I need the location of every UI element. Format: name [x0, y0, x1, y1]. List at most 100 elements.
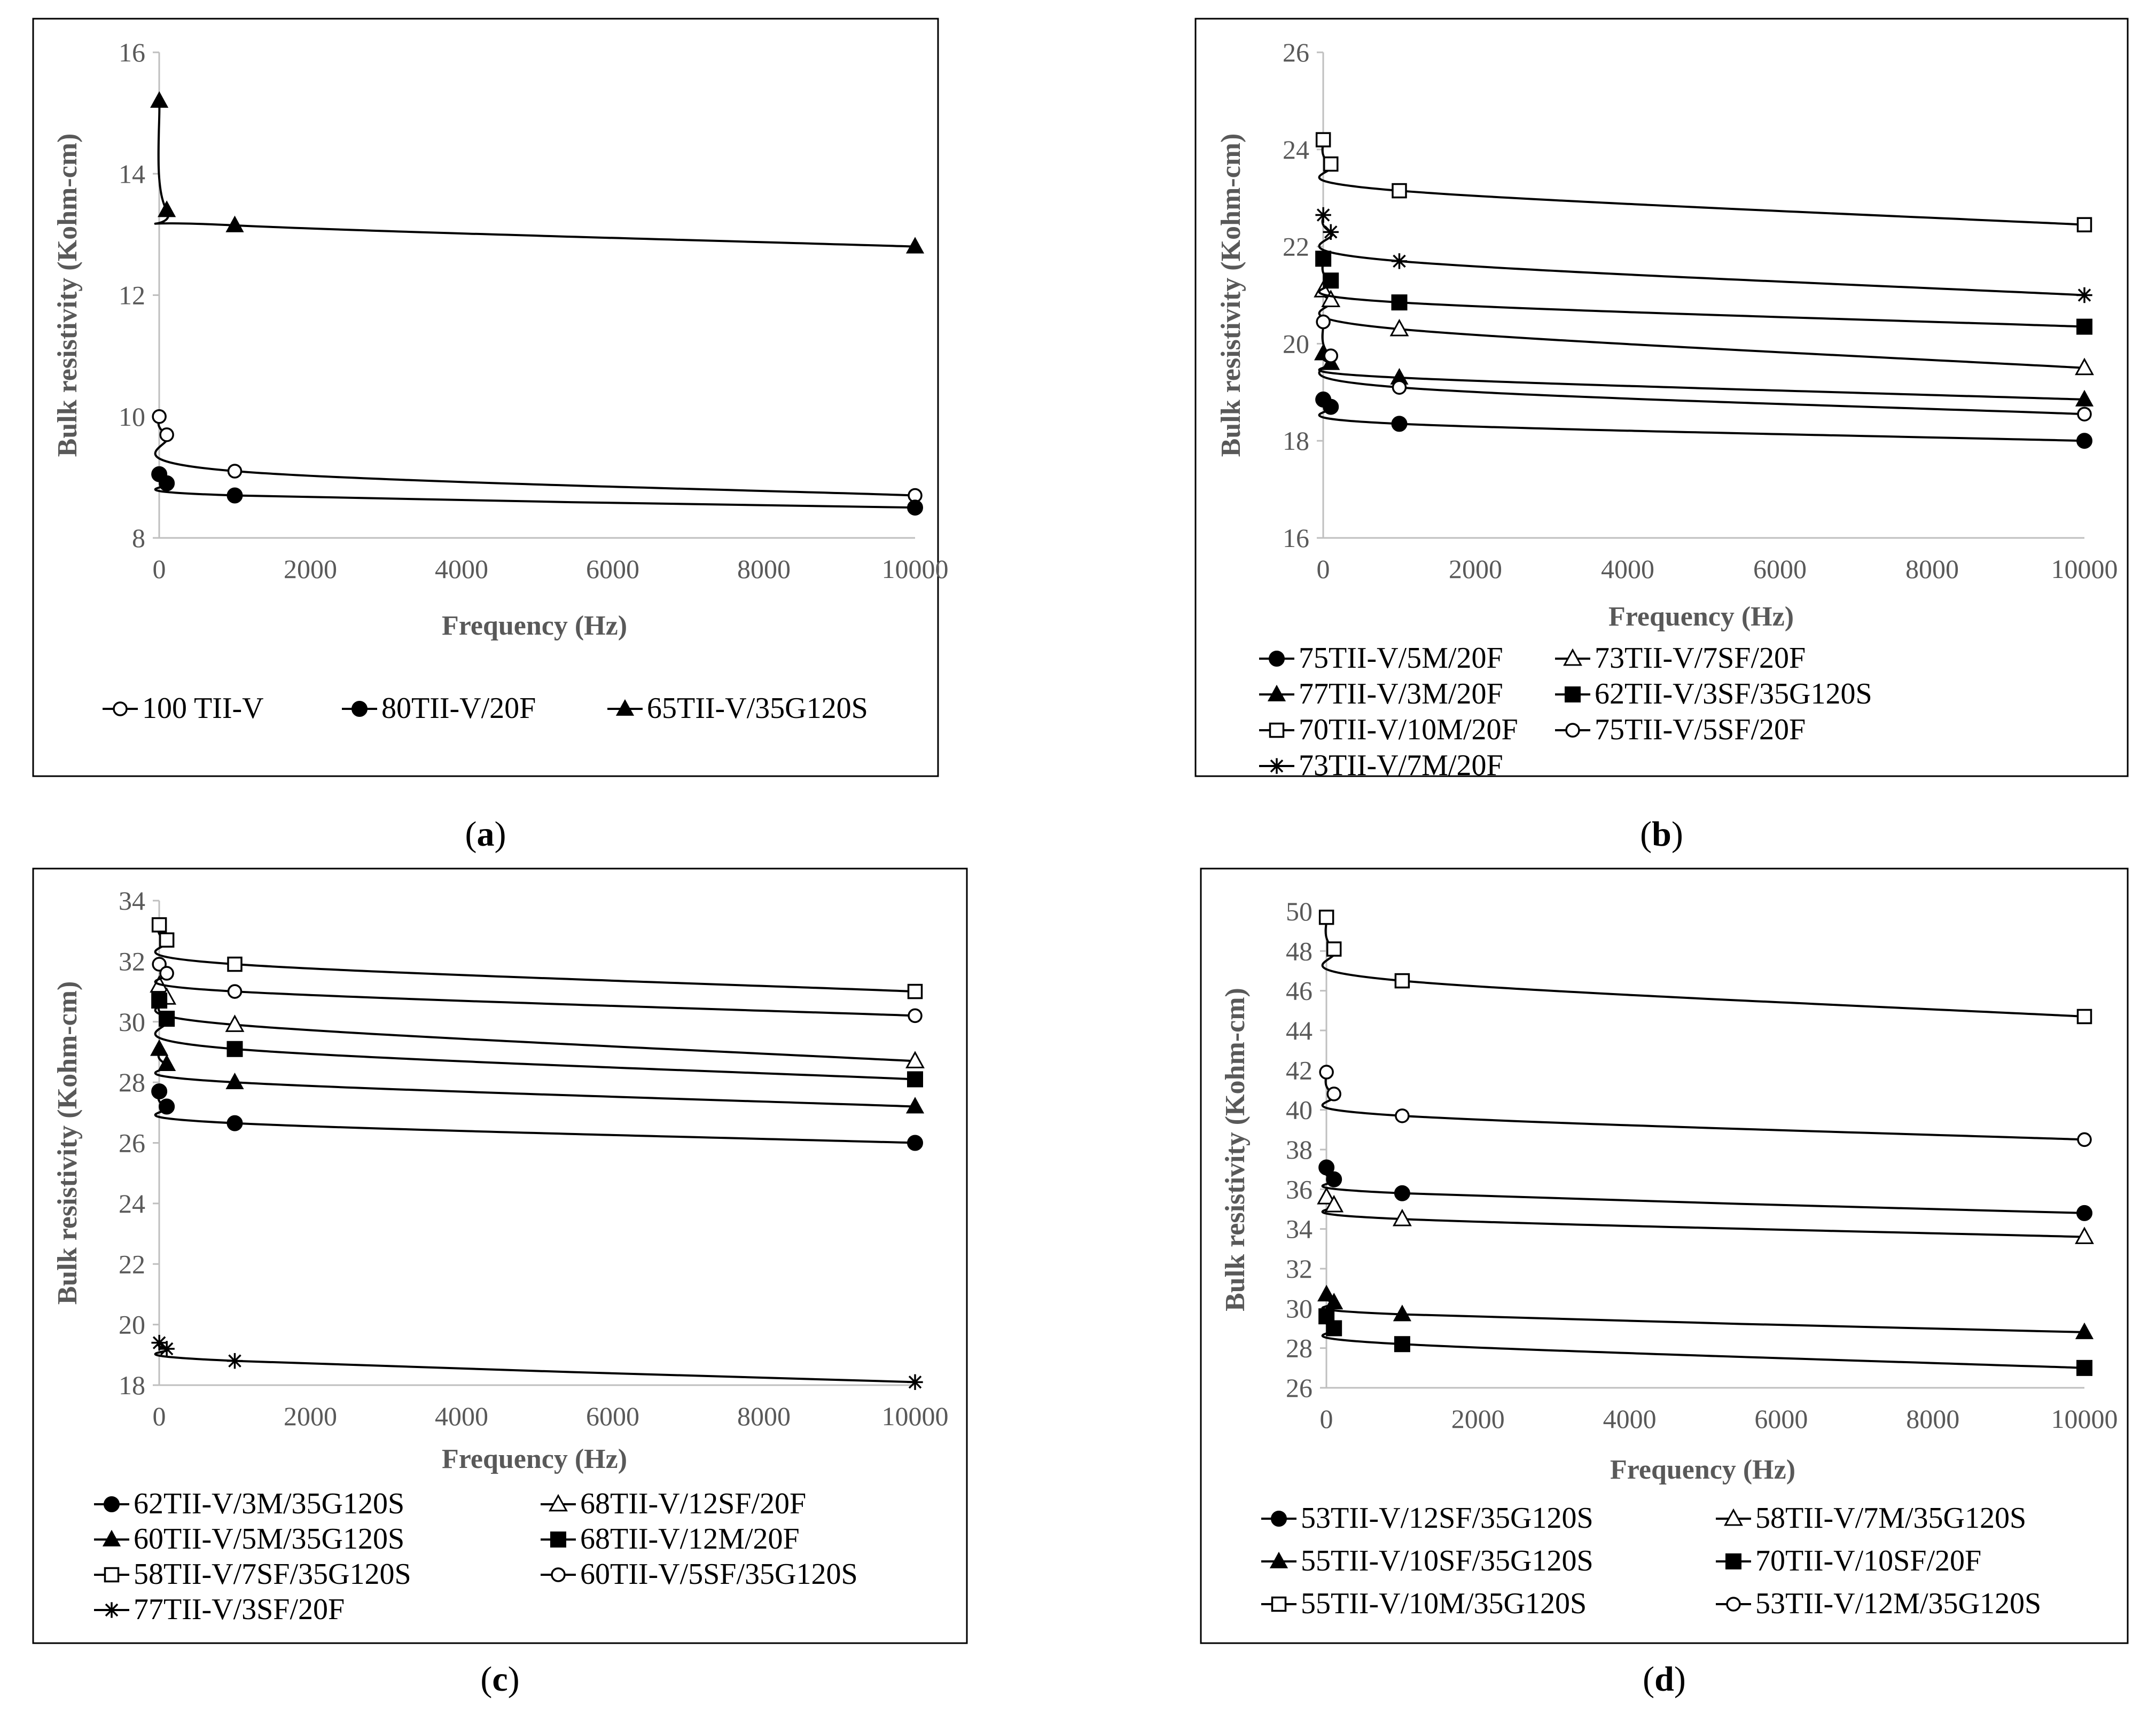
- panel-b-data-point: [1323, 348, 1338, 363]
- panel-d-caption: (d): [1643, 1660, 1686, 1699]
- legend-marker: [1724, 1508, 1743, 1526]
- panel-b-y-tick-label: 26: [1283, 37, 1309, 67]
- panel-d-y-tick-label: 28: [1286, 1333, 1313, 1363]
- panel-d-data-point: [2076, 1205, 2092, 1221]
- panel-a-data-point: [159, 475, 175, 491]
- panel-a-frame: [32, 18, 939, 777]
- panel-d-data-point: [1326, 1087, 1341, 1101]
- panel-a-data-point: [227, 464, 243, 479]
- legend-label: 100 TII-V: [142, 692, 264, 725]
- legend-entry: 53TII-V/12SF/35G120S: [1261, 1502, 1593, 1535]
- panel-b-legend: 75TII-V/5M/20F 73TII-V/7SF/20F 77TII-V/3M/…: [1259, 642, 1872, 782]
- panel-b-data-point: [2076, 217, 2092, 232]
- panel-c-x-tick-label: 0: [153, 1401, 166, 1431]
- panel-d-legend: 53TII-V/12SF/35G120S 58TII-V/7M/35G120S 55…: [1261, 1502, 2041, 1620]
- panel-a-x-tick-label: 0: [153, 554, 166, 584]
- panel-c-y-axis-title: Bulk resistivity (Kohm-cm): [52, 981, 83, 1305]
- panel-b-x-tick-label: 10000: [2051, 554, 2118, 584]
- panel-c-y-tick-label: 22: [119, 1249, 145, 1279]
- panel-c-data-point: [151, 917, 167, 933]
- panel-c-data-point: [905, 1051, 925, 1068]
- panel-c-frame: [32, 868, 968, 1644]
- panel-b-y-axis-title: Bulk resistivity (Kohm-cm): [1216, 134, 1246, 457]
- panel-a-x-tick-label: 2000: [284, 554, 337, 584]
- panel-c-y-tick-label: 30: [119, 1007, 145, 1037]
- panel-b-data-point: [1315, 251, 1332, 267]
- panel-c-data-point: [907, 983, 923, 999]
- legend-label: 55TII-V/10M/35G120S: [1301, 1587, 1587, 1620]
- panel-b-y-tick-label: 20: [1283, 329, 1309, 358]
- panel-c-y-tick-label: 28: [119, 1067, 145, 1097]
- panel-d-data-point: [1324, 1194, 1344, 1213]
- panel-d-series-53tii-v-12m-35g120s: [1319, 1065, 2092, 1147]
- legend-marker: [104, 1602, 120, 1618]
- panel-d-y-tick-label: 44: [1286, 1015, 1313, 1045]
- panel-b-data-point: [1392, 380, 1407, 395]
- legend-marker: [550, 1532, 566, 1548]
- panel-c-y-tick-label: 32: [119, 946, 145, 976]
- panel-c-x-tick-label: 4000: [435, 1401, 488, 1431]
- legend-entry: 65TII-V/35G120S: [607, 692, 868, 725]
- panel-a-x-tick-label: 4000: [435, 554, 488, 584]
- panel-d-series-55tii-v-10m-35g120s: [1318, 909, 2092, 1025]
- legend-label: 53TII-V/12M/35G120S: [1755, 1587, 2041, 1620]
- panel-b-data-point: [1315, 132, 1331, 147]
- panel-d-x-tick-label: 10000: [2051, 1404, 2118, 1434]
- legend-marker: [1725, 1553, 1741, 1569]
- panel-c-series-58tii-v-7sf-35g120s: [151, 917, 923, 999]
- panel-c-data-point: [226, 1353, 243, 1369]
- panel-d-data-point: [2076, 1359, 2092, 1376]
- panel-c-x-tick-label: 10000: [882, 1401, 949, 1431]
- panel-b-x-tick-label: 6000: [1753, 554, 1807, 584]
- panel-b-data-point: [1391, 294, 1408, 311]
- legend-entry: 58TII-V/7SF/35G120S: [94, 1558, 411, 1591]
- panel-c-series-60tii-v-5m-35g120s: [150, 1039, 925, 1114]
- panel-b-series-75tii-v-5sf-20f: [1316, 314, 2092, 421]
- panel-a-series-100-tii-v: [152, 409, 923, 503]
- legend-label: 68TII-V/12M/20F: [580, 1522, 800, 1556]
- legend-entry: 77TII-V/3SF/20F: [94, 1593, 345, 1626]
- panel-c-series-62tii-v-3m-35g120s: [151, 1083, 923, 1151]
- panel-d-y-tick-label: 38: [1286, 1135, 1313, 1165]
- panel-b-caption: (b): [1640, 815, 1683, 854]
- panel-b-data-point: [1323, 224, 1339, 240]
- panel-c-x-axis-title: Frequency (Hz): [442, 1444, 627, 1474]
- legend-entry: 55TII-V/10SF/35G120S: [1261, 1544, 1593, 1577]
- panel-b-y-tick-label: 16: [1283, 523, 1309, 553]
- legend-marker: [1271, 1511, 1287, 1527]
- panel-d-data-point: [1394, 1336, 1410, 1353]
- legend-label: 73TII-V/7M/20F: [1299, 749, 1503, 782]
- panel-d-data-point: [1318, 909, 1334, 925]
- legend-entry: 53TII-V/12M/35G120S: [1716, 1587, 2041, 1620]
- panel-d-data-point: [1317, 1285, 1336, 1302]
- panel-d-series-55tii-v-10sf-35g120s: [1317, 1285, 2094, 1339]
- panel-d-y-tick-label: 34: [1286, 1214, 1313, 1244]
- panel-d-data-point: [1393, 1304, 1411, 1322]
- panel-d-y-axis-title: Bulk resistivity (Kohm-cm): [1220, 988, 1251, 1311]
- legend-marker: [113, 701, 128, 716]
- panel-d-y-tick-label: 26: [1286, 1373, 1313, 1403]
- panel-a-data-point: [226, 487, 243, 504]
- panel-d: 26 28 30 32 34 36 38 40 42 44 46 48 50 0 2000 4000 6000 8…: [1200, 868, 2129, 1699]
- panel-b-y-tick-label: 18: [1283, 426, 1309, 456]
- legend-entry: 60TII-V/5SF/35G120S: [541, 1558, 858, 1591]
- panel-c-data-point: [159, 966, 174, 981]
- legend-marker: [1269, 758, 1285, 774]
- panel-c-data-point: [159, 932, 175, 948]
- legend-marker: [1565, 686, 1581, 702]
- legend-entry: 70TII-V/10M/20F: [1259, 713, 1518, 746]
- panel-d-series-58tii-v-7m-35g120s: [1317, 1186, 2094, 1244]
- legend-marker: [351, 701, 368, 717]
- legend-label: 62TII-V/3SF/35G120S: [1595, 677, 1872, 710]
- legend-marker: [1269, 722, 1285, 738]
- legend-label: 60TII-V/5SF/35G120S: [580, 1558, 858, 1591]
- panel-a-caption: (a): [465, 815, 506, 854]
- panel-a-y-axis-title: Bulk resistivity (Kohm-cm): [52, 134, 83, 457]
- legend-entry: 73TII-V/7SF/20F: [1555, 642, 1806, 675]
- legend-entry: 77TII-V/3M/20F: [1259, 677, 1503, 710]
- legend-marker: [615, 699, 635, 716]
- panel-d-data-point: [1326, 1171, 1342, 1187]
- panel-c-series-60tii-v-5sf-35g120s: [152, 957, 923, 1023]
- panel-a-series-65tii-v-35g120s: [150, 91, 925, 254]
- panel-c-x-tick-label: 6000: [586, 1401, 639, 1431]
